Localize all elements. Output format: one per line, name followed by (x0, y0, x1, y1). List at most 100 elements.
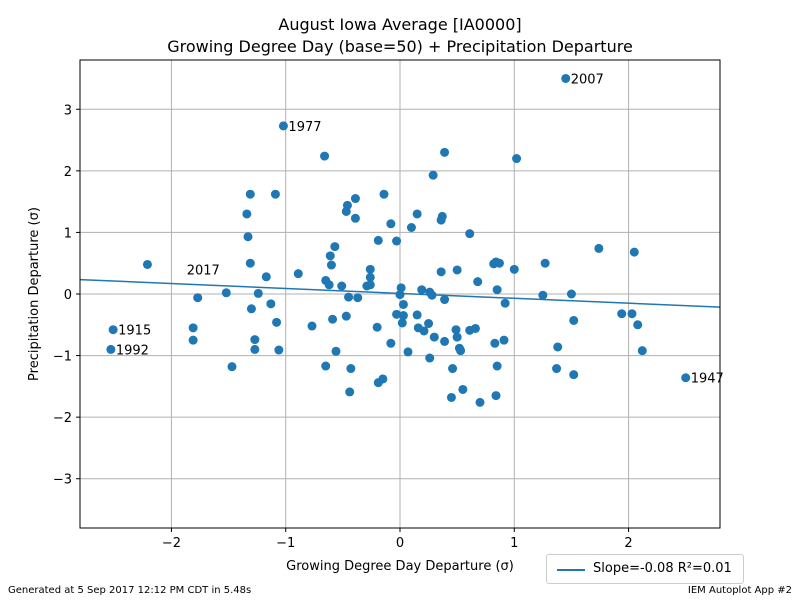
data-point (307, 321, 317, 331)
x-tick-label: 0 (396, 536, 404, 551)
data-point (451, 325, 461, 335)
data-point (492, 285, 502, 295)
data-point (440, 295, 450, 305)
data-point (491, 391, 501, 401)
data-point (245, 258, 255, 268)
y-tick-label: 3 (64, 103, 72, 118)
year-label: 1977 (288, 120, 321, 135)
chart-title: August Iowa Average [IA0000] (278, 15, 521, 34)
data-point (142, 259, 152, 269)
data-point (344, 292, 354, 302)
legend: Slope=-0.08 R²=0.01 (546, 554, 744, 584)
x-tick-label: −1 (276, 536, 295, 551)
data-point (250, 344, 260, 354)
y-tick-label: 0 (64, 288, 72, 303)
data-point (569, 370, 579, 380)
footer-generated-text: Generated at 5 Sep 2017 12:12 PM CDT in … (8, 585, 252, 596)
data-point (386, 219, 396, 229)
legend-text: Slope=-0.08 R²=0.01 (593, 561, 732, 576)
data-point (494, 258, 504, 268)
data-point (512, 154, 522, 164)
data-points (106, 73, 691, 407)
data-point (633, 320, 643, 330)
x-tick-label: 2 (624, 536, 632, 551)
year-annotations: 2007 1977 2017 1915 1992 1947 (116, 72, 724, 386)
data-point (325, 251, 335, 261)
data-point (266, 299, 276, 309)
data-point (392, 309, 402, 319)
data-point (278, 121, 288, 131)
data-point (328, 314, 338, 324)
data-point (470, 323, 480, 333)
data-point (419, 326, 429, 336)
y-tick-label: −3 (53, 473, 72, 488)
data-point (465, 229, 475, 239)
data-point (365, 272, 375, 282)
data-point (509, 264, 519, 274)
data-point (492, 361, 502, 371)
data-point (193, 293, 203, 303)
axis-ticks: −2 −1 0 1 2 −3 −2 −1 0 1 2 3 (53, 103, 633, 551)
data-point (350, 213, 360, 223)
data-point (569, 315, 579, 325)
data-point (448, 364, 458, 374)
data-point (500, 298, 510, 308)
data-point (552, 364, 562, 374)
data-point (397, 318, 407, 328)
data-point (188, 335, 198, 345)
data-point (561, 73, 571, 83)
data-point (245, 189, 255, 199)
data-point (395, 290, 405, 300)
y-axis-label: Precipitation Departure (σ) (27, 207, 42, 381)
data-point (398, 311, 408, 321)
data-point (365, 264, 375, 274)
data-point (396, 283, 406, 293)
data-point (428, 170, 438, 180)
data-point (681, 373, 691, 383)
data-point (221, 288, 231, 298)
data-point (108, 325, 118, 335)
y-tick-label: −1 (53, 350, 72, 365)
data-point (425, 353, 435, 363)
data-point (250, 335, 260, 345)
data-point (456, 346, 466, 356)
data-point (345, 387, 355, 397)
data-point (398, 299, 408, 309)
y-tick-label: −2 (53, 411, 72, 426)
year-label: 1947 (691, 372, 724, 387)
data-point (473, 277, 483, 287)
data-point (490, 338, 500, 348)
data-point (353, 293, 363, 303)
data-point (436, 215, 446, 225)
data-point (452, 332, 462, 342)
data-point (540, 258, 550, 268)
chart-subtitle: Growing Degree Day (base=50) + Precipita… (167, 37, 633, 56)
data-point (627, 309, 637, 319)
data-point (475, 397, 485, 407)
data-point (440, 147, 450, 157)
data-point (538, 290, 548, 300)
data-point (106, 344, 116, 354)
x-axis-label: Growing Degree Day Departure (σ) (286, 559, 514, 574)
data-point (617, 309, 627, 319)
data-point (242, 209, 252, 219)
data-point (324, 280, 334, 290)
data-point (412, 209, 422, 219)
data-point (341, 206, 351, 216)
data-point (331, 346, 341, 356)
data-point (499, 335, 509, 345)
data-point (341, 311, 351, 321)
data-point (406, 222, 416, 232)
year-label: 1915 (118, 324, 151, 339)
data-point (446, 392, 456, 402)
data-point (403, 347, 413, 357)
data-point (373, 378, 383, 388)
x-tick-label: −2 (162, 536, 181, 551)
data-point (452, 265, 462, 275)
data-point (436, 267, 446, 277)
data-point (594, 243, 604, 253)
data-point (412, 310, 422, 320)
data-point (362, 281, 372, 291)
data-point (326, 260, 336, 270)
